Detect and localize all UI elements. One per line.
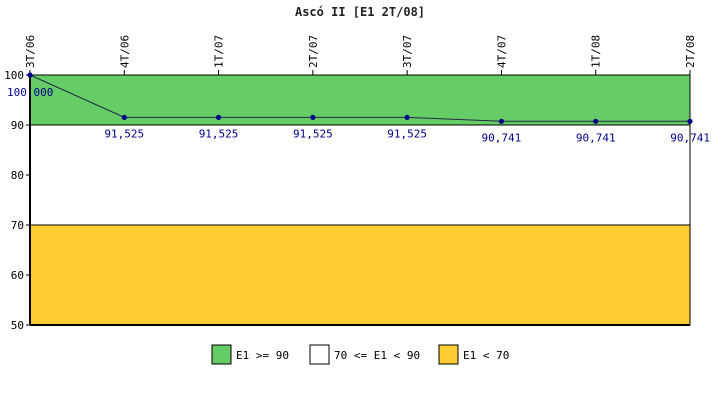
x-tick-label: 2T/07 — [307, 35, 320, 68]
data-point — [215, 114, 222, 120]
y-tick-label: 70 — [11, 219, 24, 232]
data-label: 91,525 — [199, 127, 239, 140]
legend-label: 70 <= E1 < 90 — [334, 349, 420, 362]
x-tick-label: 4T/06 — [118, 35, 131, 68]
chart-title: Ascó II [E1 2T/08] — [295, 5, 425, 19]
x-tick-label: 2T/08 — [684, 35, 697, 68]
data-label: 100,000 — [7, 86, 53, 99]
legend-label: E1 < 70 — [463, 349, 509, 362]
y-tick-label: 100 — [4, 69, 24, 82]
band-1 — [30, 125, 690, 225]
data-label: 90,741 — [482, 131, 522, 144]
data-point — [121, 114, 127, 120]
legend-swatch-1 — [309, 344, 330, 365]
data-point — [27, 72, 33, 78]
data-point — [404, 114, 410, 120]
band-0 — [30, 75, 690, 125]
threshold-bands — [30, 75, 690, 325]
legend-swatch-2 — [438, 344, 459, 365]
data-point — [498, 118, 505, 124]
data-label: 91,525 — [293, 127, 333, 140]
band-2 — [30, 225, 690, 325]
data-label: 91,525 — [387, 127, 427, 140]
y-tick-label: 50 — [11, 319, 24, 332]
series-layer: 100,000 91,525 91,525 91,525 91,525 90,741 90,… — [7, 72, 710, 144]
x-tick-label: 1T/08 — [590, 35, 603, 68]
y-tick-label: 60 — [11, 269, 24, 282]
data-point — [310, 114, 316, 120]
x-tick-label: 1T/07 — [213, 35, 226, 68]
data-point — [593, 118, 599, 124]
data-point — [687, 118, 693, 124]
y-tick-label: 80 — [11, 169, 24, 182]
x-tick-label: 4T/07 — [495, 35, 508, 68]
series-line-0 — [29, 74, 690, 122]
legend-label: E1 >= 90 — [236, 349, 289, 362]
x-tick-label: 3T/06 — [24, 35, 37, 68]
data-label: 91,525 — [104, 127, 144, 140]
x-tick-label: 3T/07 — [401, 35, 414, 68]
data-label: 90,741 — [576, 131, 616, 144]
y-tick-label: 90 — [11, 119, 24, 132]
legend-swatch-0 — [211, 344, 232, 365]
legend: E1 >= 90 70 <= E1 < 90 E1 < 70 — [211, 344, 509, 365]
data-label: 90,741 — [670, 131, 710, 144]
